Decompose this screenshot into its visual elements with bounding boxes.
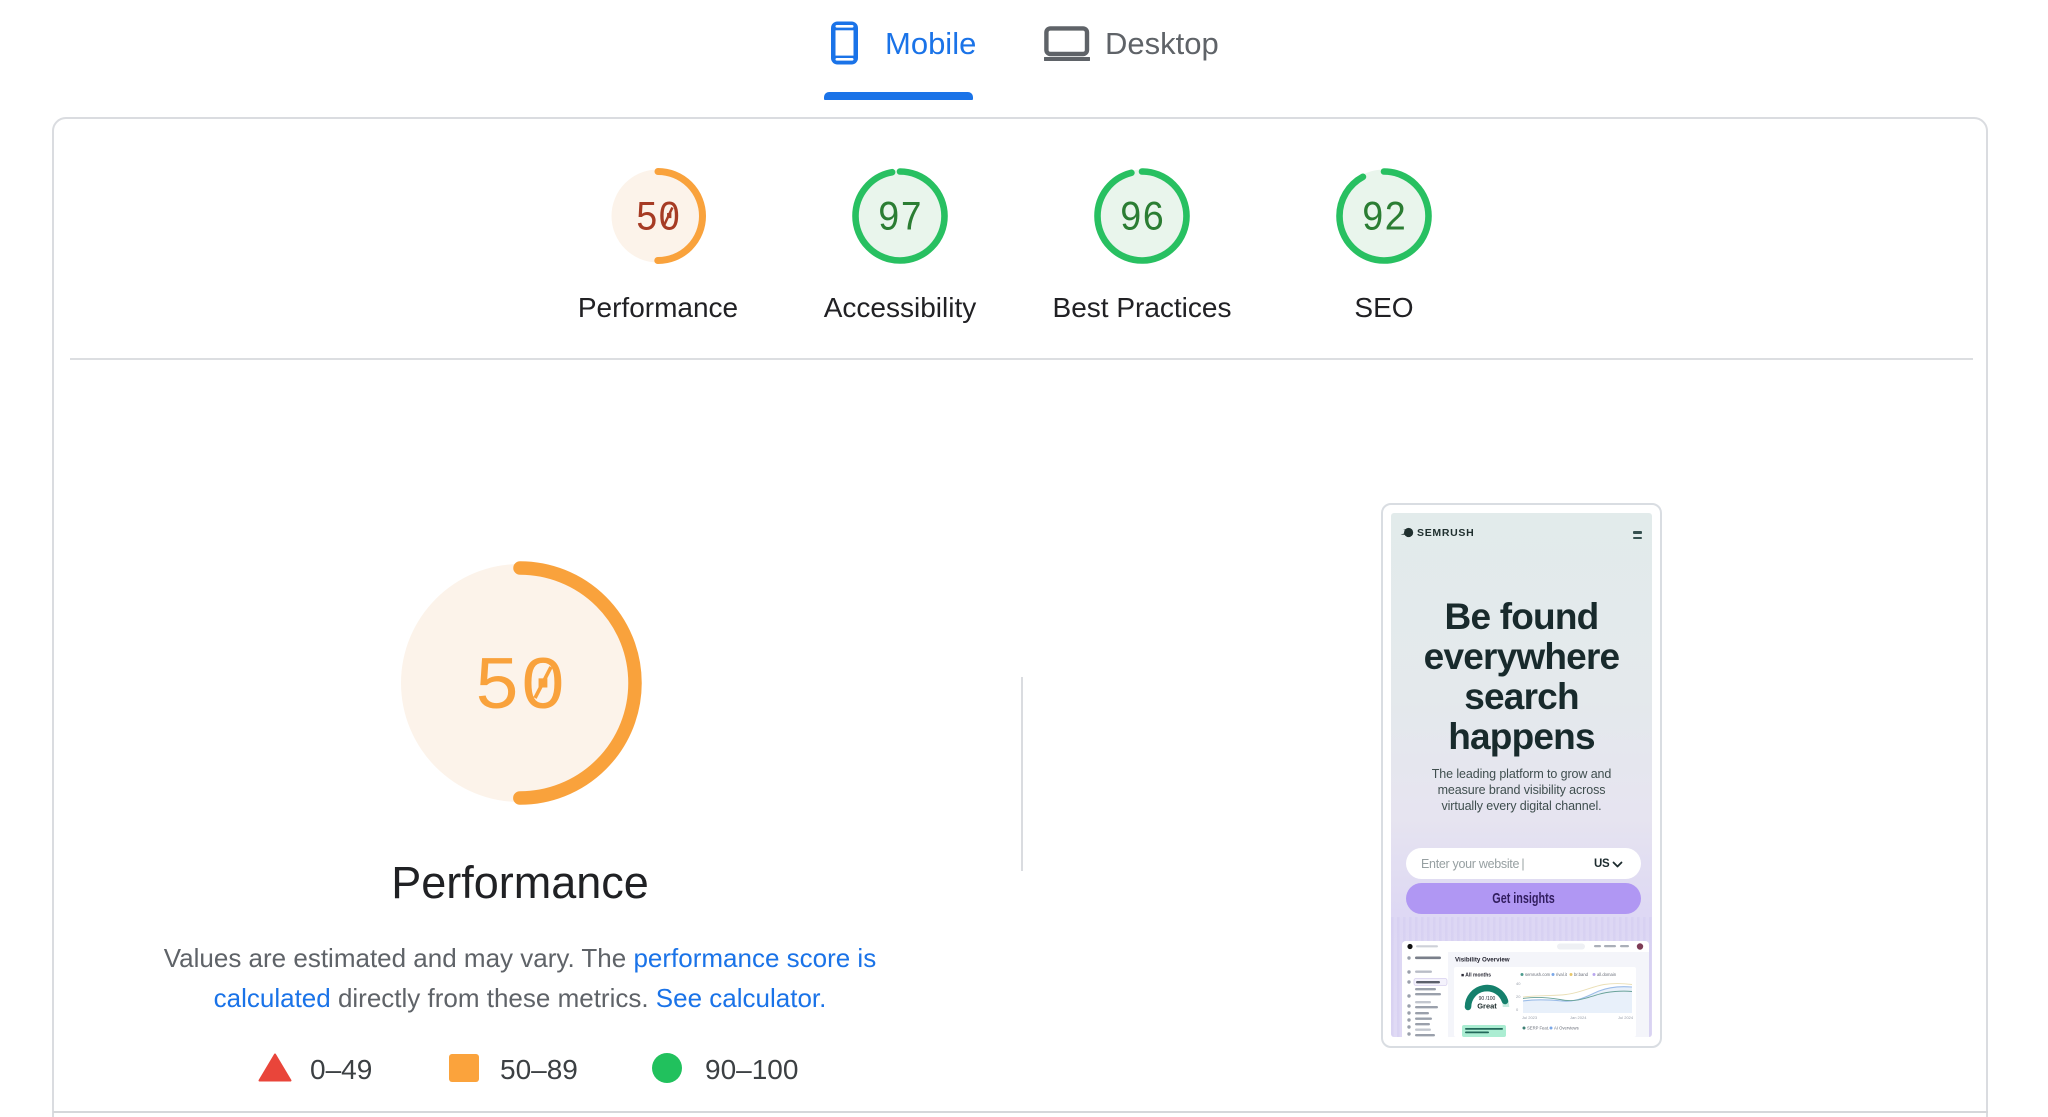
svg-text:br.band: br.band — [1574, 972, 1589, 977]
svg-text:AI Overviews: AI Overviews — [1554, 1026, 1579, 1031]
svg-text:0: 0 — [1516, 1007, 1519, 1012]
svg-text:96: 96 — [1120, 195, 1165, 243]
svg-text:Jan 2024: Jan 2024 — [1570, 1015, 1587, 1020]
svg-text:Great: Great — [1477, 1002, 1497, 1011]
svg-text:92: 92 — [1362, 195, 1407, 243]
svg-text:semrush.com: semrush.com — [1525, 972, 1551, 977]
svg-text:97: 97 — [878, 195, 923, 243]
svg-text:Jul 2023: Jul 2023 — [1522, 1015, 1538, 1020]
svg-text:50: 50 — [636, 195, 681, 243]
svg-text:SERP Feat.: SERP Feat. — [1527, 1026, 1549, 1031]
svg-text:90 /100: 90 /100 — [1479, 996, 1496, 1002]
svg-text:50: 50 — [474, 646, 566, 731]
svg-text:all.domain: all.domain — [1597, 972, 1617, 977]
svg-text:20: 20 — [1516, 994, 1521, 999]
svg-text:40: 40 — [1516, 981, 1521, 986]
svg-text:rival.it: rival.it — [1556, 972, 1568, 977]
svg-text:Visibility Overview: Visibility Overview — [1455, 957, 1510, 964]
svg-text:Jul 2024: Jul 2024 — [1618, 1015, 1634, 1020]
svg-text:■ All months: ■ All months — [1461, 973, 1491, 979]
